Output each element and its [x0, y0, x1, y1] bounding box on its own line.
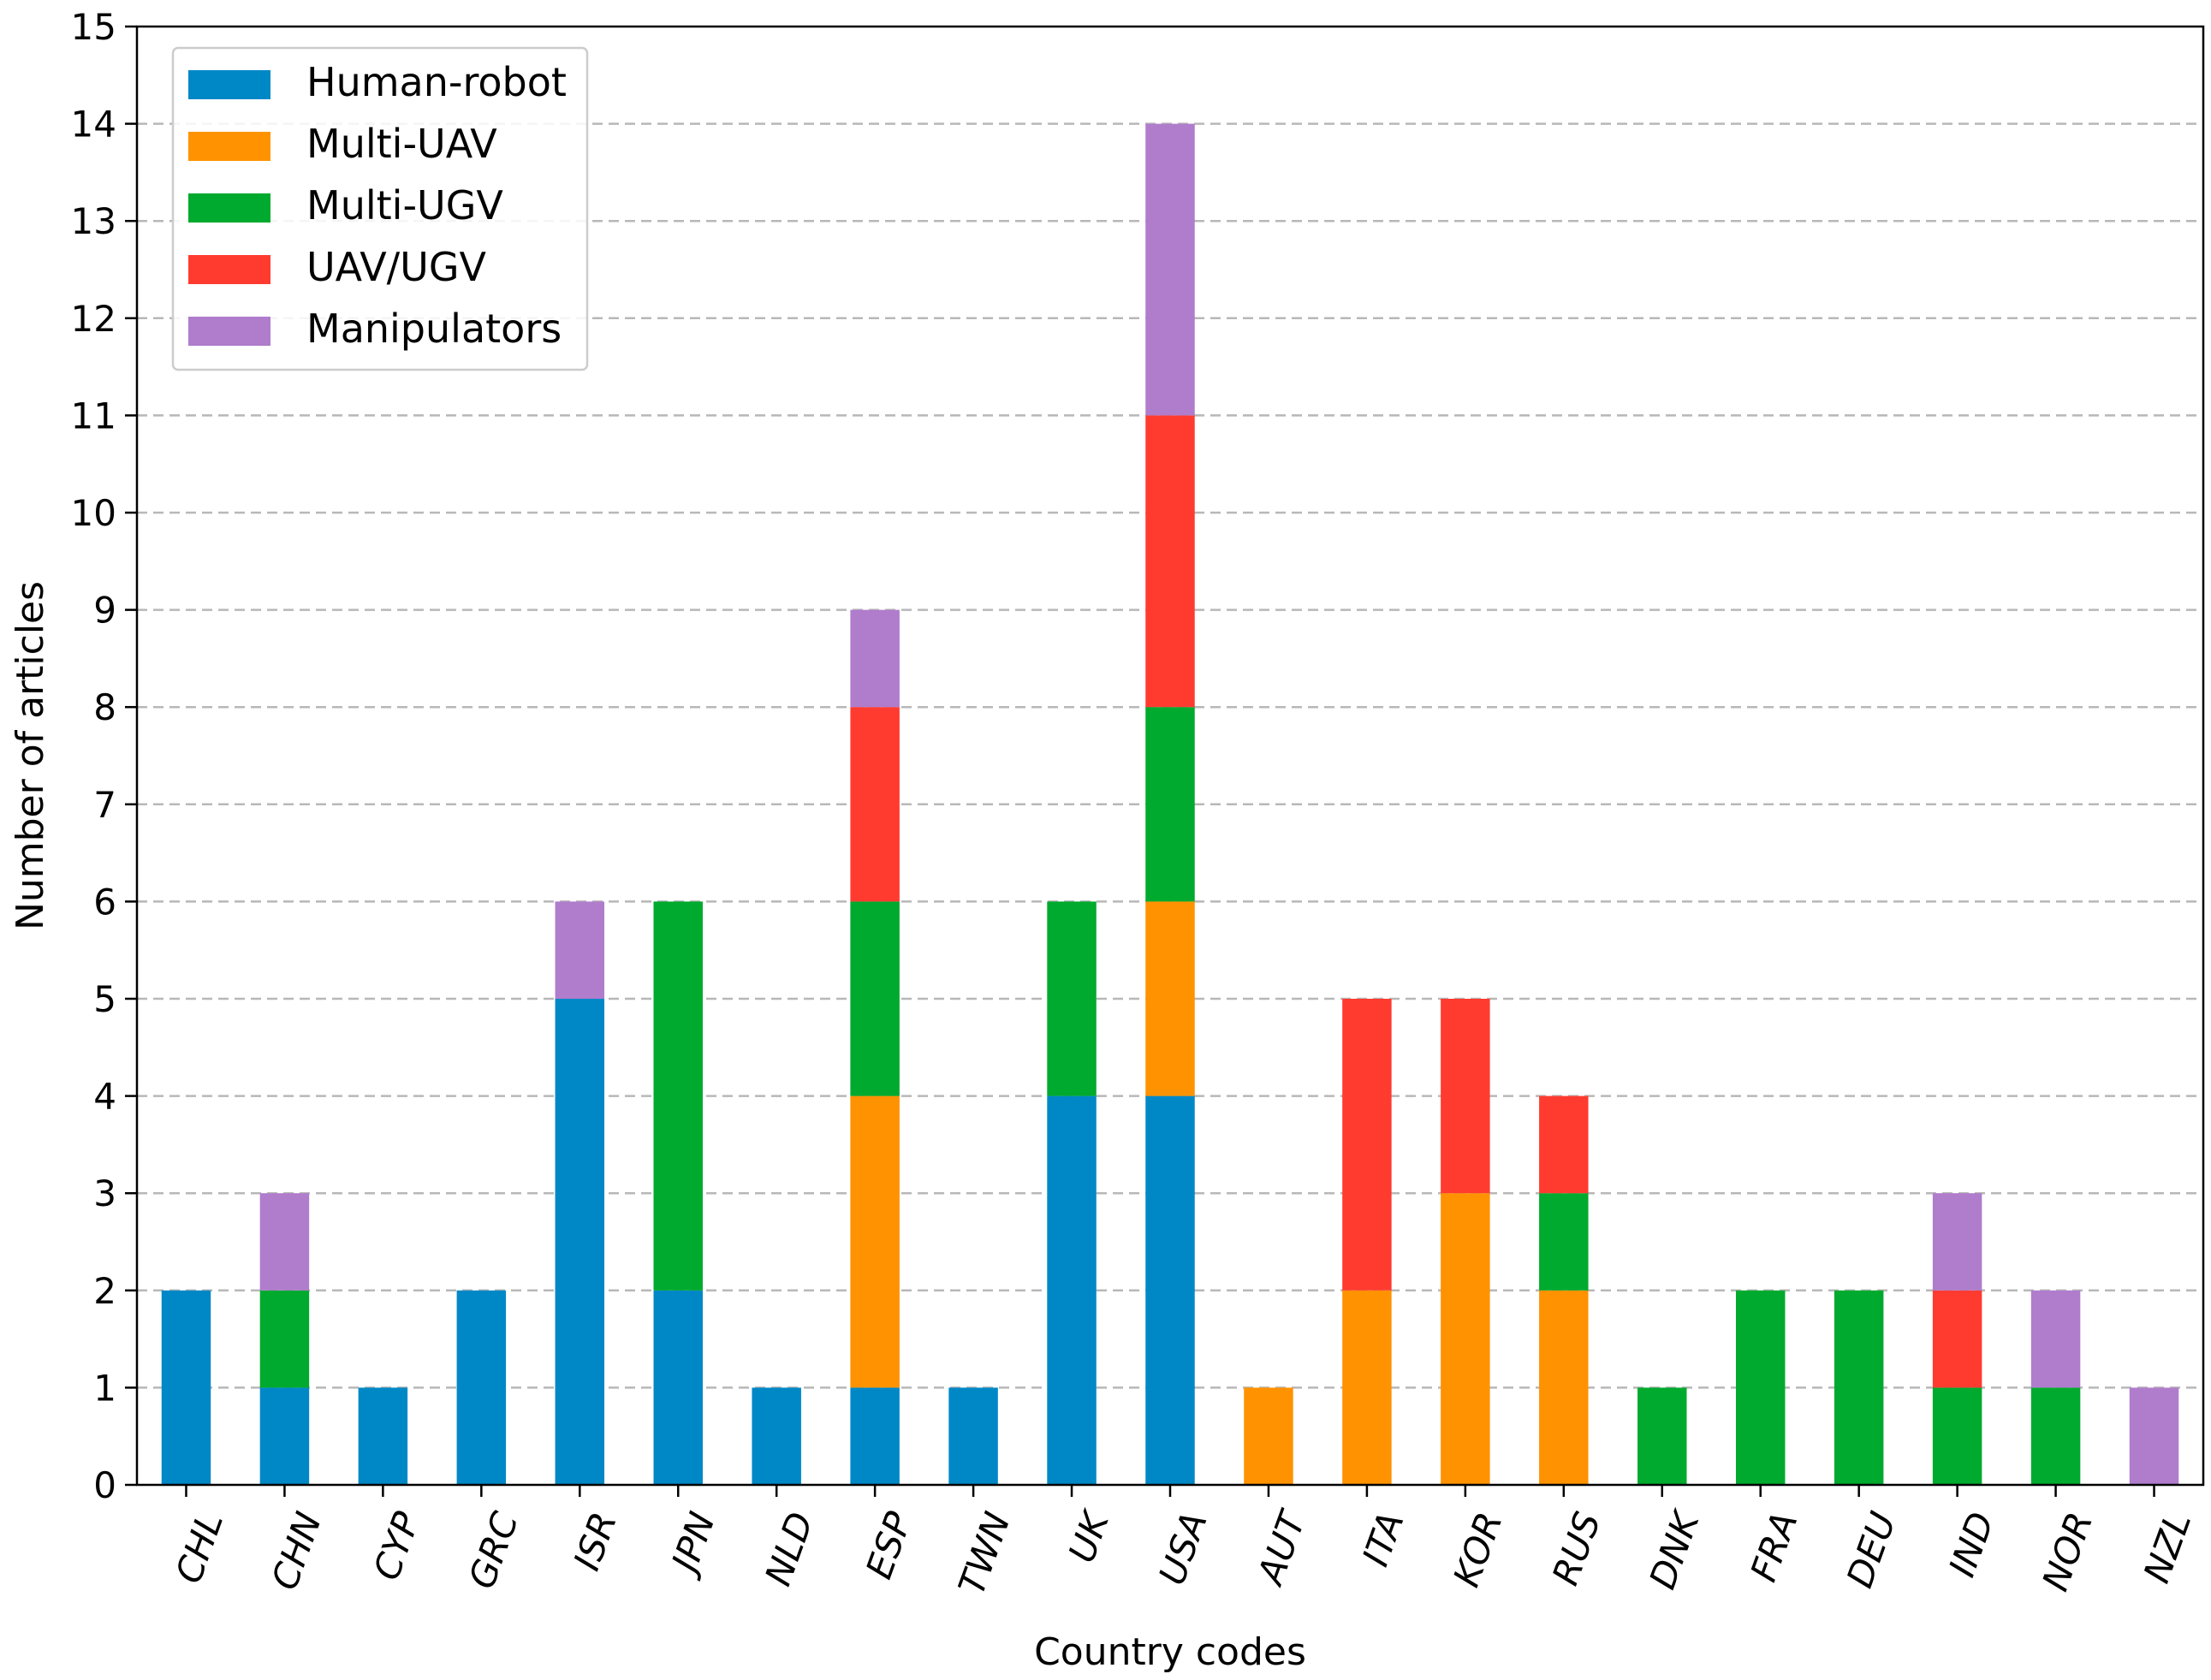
- y-tick-label: 14: [71, 104, 116, 145]
- bar-segment-esp-human-robot: [850, 1387, 900, 1485]
- x-tick-label-ind: IND: [1941, 1506, 2002, 1582]
- bar-segment-aut-multi-uav: [1244, 1387, 1293, 1485]
- legend-label: Multi-UAV: [306, 121, 497, 167]
- bar-segment-ind-uav-ugv: [1932, 1290, 1982, 1388]
- bar-segment-fra-multi-ugv: [1735, 1290, 1786, 1485]
- y-tick-label: 2: [93, 1270, 116, 1312]
- bar-segment-grc-human-robot: [456, 1290, 507, 1485]
- x-tick-label-uk: UK: [1061, 1504, 1118, 1568]
- y-tick-label: 4: [93, 1076, 116, 1118]
- x-tick-label-nzl: NZL: [2136, 1506, 2200, 1588]
- legend-swatch: [188, 317, 270, 346]
- x-tick-label-isr: ISR: [566, 1506, 625, 1576]
- bar-segment-ita-multi-uav: [1342, 1290, 1392, 1485]
- bar-segment-kor-uav-ugv: [1441, 999, 1490, 1194]
- bar-segment-twn-human-robot: [948, 1387, 998, 1485]
- y-tick-label: 10: [71, 492, 116, 534]
- bar-segment-chl-human-robot: [161, 1290, 211, 1485]
- bar-segment-jpn-multi-ugv: [653, 901, 703, 1291]
- x-tick-label-deu: DEU: [1839, 1506, 1905, 1593]
- legend-swatch: [188, 132, 270, 161]
- x-tick-label-jpn: JPN: [662, 1506, 723, 1582]
- bar-segment-chn-multi-ugv: [259, 1290, 310, 1388]
- x-axis-label: Country codes: [1034, 1630, 1306, 1674]
- bar-segment-cyp-human-robot: [358, 1387, 408, 1485]
- legend-swatch: [188, 70, 270, 99]
- y-tick-label: 0: [93, 1464, 116, 1506]
- bar-segment-nor-multi-ugv: [2030, 1387, 2081, 1485]
- bar-segment-isr-human-robot: [555, 999, 605, 1485]
- y-tick-label: 9: [93, 590, 116, 632]
- bar-segment-nor-manipulators: [2030, 1290, 2081, 1388]
- bar-segment-kor-multi-uav: [1441, 1193, 1490, 1485]
- legend-label: Human-robot: [306, 59, 567, 105]
- bar-segment-usa-multi-ugv: [1145, 707, 1195, 902]
- legend-box: [171, 46, 589, 371]
- bar-segment-esp-uav-ugv: [850, 707, 900, 902]
- bar-segment-usa-uav-ugv: [1145, 415, 1195, 708]
- bar-segment-esp-multi-ugv: [850, 901, 900, 1096]
- bar-segment-rus-multi-ugv: [1539, 1193, 1589, 1291]
- x-tick-label-fra: FRA: [1742, 1506, 1805, 1587]
- bar-segment-esp-manipulators: [850, 609, 900, 708]
- bar-segment-uk-multi-ugv: [1047, 901, 1097, 1096]
- bar-segment-ind-multi-ugv: [1932, 1387, 1982, 1485]
- y-axis-label: Number of articles: [9, 581, 52, 930]
- bar-segment-dnk-multi-ugv: [1637, 1387, 1687, 1485]
- bar-segment-rus-uav-ugv: [1539, 1095, 1589, 1194]
- y-tick-label: 12: [71, 298, 116, 340]
- bar-segment-uk-human-robot: [1047, 1095, 1097, 1485]
- bar-segment-chn-human-robot: [259, 1387, 310, 1485]
- x-tick-label-chl: CHL: [167, 1506, 231, 1588]
- legend-swatch: [188, 193, 270, 223]
- y-tick-label: 6: [93, 881, 116, 923]
- legend-label: UAV/UGV: [306, 244, 486, 290]
- bar-segment-ita-uav-ugv: [1342, 999, 1392, 1291]
- y-tick-label: 8: [93, 686, 116, 728]
- x-tick-label-kor: KOR: [1445, 1506, 1510, 1592]
- y-tick-label: 11: [71, 395, 116, 436]
- x-tick-label-nor: NOR: [2034, 1506, 2101, 1596]
- x-tick-label-twn: TWN: [950, 1506, 1019, 1600]
- y-tick-label: 15: [71, 6, 116, 48]
- legend: Human-robot Multi-UAV Multi-UGV UAV/UGV Mani…: [171, 46, 589, 371]
- bar-segment-jpn-human-robot: [653, 1290, 703, 1485]
- legend-swatch: [188, 255, 270, 284]
- bar-segment-usa-human-robot: [1145, 1095, 1195, 1485]
- x-tick-label-rus: RUS: [1544, 1506, 1609, 1590]
- x-tick-label-dnk: DNK: [1641, 1504, 1708, 1594]
- bar-segment-isr-manipulators: [555, 901, 605, 999]
- bar-segment-usa-multi-uav: [1145, 901, 1195, 1096]
- bar-segment-chn-manipulators: [259, 1193, 310, 1291]
- x-tick-label-usa: USA: [1150, 1506, 1215, 1590]
- x-tick-label-chn: CHN: [264, 1506, 330, 1595]
- bar-segment-nzl-manipulators: [2129, 1387, 2179, 1485]
- bar-segment-usa-manipulators: [1145, 123, 1195, 416]
- y-tick-label: 1: [93, 1367, 116, 1409]
- y-tick-label: 5: [93, 978, 116, 1020]
- x-tick-label-ita: ITA: [1354, 1506, 1412, 1571]
- x-tick-label-cyp: CYP: [366, 1506, 429, 1586]
- x-tick-label-aut: AUT: [1248, 1504, 1314, 1592]
- x-tick-label-nld: NLD: [757, 1506, 822, 1591]
- legend-label: Multi-UGV: [306, 182, 503, 229]
- x-tick-label-grc: GRC: [461, 1506, 526, 1594]
- x-tick-label-esp: ESP: [858, 1506, 920, 1584]
- bar-segment-rus-multi-uav: [1539, 1290, 1589, 1485]
- y-tick-label: 7: [93, 784, 116, 826]
- bars: [161, 123, 2179, 1485]
- bar-segment-deu-multi-ugv: [1834, 1290, 1884, 1485]
- bar-segment-nld-human-robot: [752, 1387, 801, 1485]
- bar-segment-ind-manipulators: [1932, 1193, 1982, 1291]
- y-tick-label: 3: [93, 1172, 116, 1214]
- bar-segment-esp-multi-uav: [850, 1095, 900, 1388]
- y-tick-label: 13: [71, 200, 116, 242]
- legend-label: Manipulators: [306, 306, 562, 352]
